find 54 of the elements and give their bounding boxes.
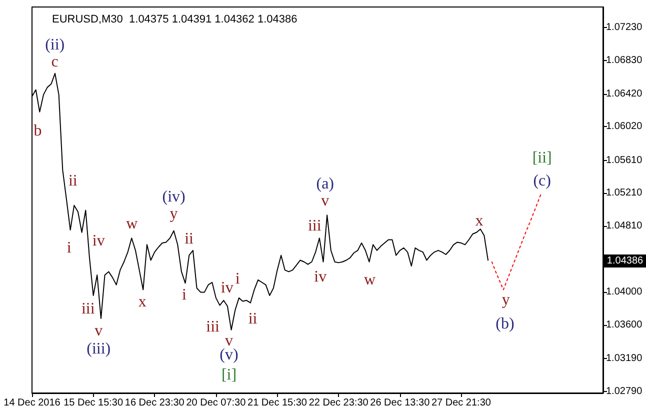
text: 1.04386 (606, 256, 644, 266)
y-tick-label: 1.06420 (606, 88, 643, 100)
annotation: x (475, 212, 484, 230)
annotation: (ii) (45, 36, 65, 54)
annotation: ii (248, 310, 258, 328)
annotation: (c) (533, 172, 551, 190)
y-tick-label: 1.06830 (606, 54, 643, 66)
x-tick-label: 14 Dec 2016 (4, 398, 61, 408)
annotation: [i] (221, 366, 237, 384)
annotation: iv (92, 232, 105, 250)
y-tick-label: 1.05210 (606, 188, 643, 199)
annotation: iii (308, 218, 322, 234)
annotation: i (182, 286, 188, 304)
y-tick-label: 1.02790 (606, 386, 643, 397)
annotation: (b) (496, 316, 514, 332)
y-tick-label: 1.05610 (606, 154, 643, 166)
x-tick-label: 16 Dec 23:30 (124, 398, 185, 408)
annotation: iv (314, 268, 327, 286)
annotation: c (51, 54, 58, 70)
x-tick-label: 20 Dec 07:30 (186, 398, 246, 408)
annotation: (iii) (86, 340, 111, 358)
annotation: y (170, 206, 178, 222)
x-tick-label: 26 Dec 13:30 (370, 398, 430, 408)
y-tick-label: 1.06020 (606, 121, 643, 132)
annotation: b (34, 122, 42, 140)
y-tick-label: 1.04000 (606, 286, 643, 298)
annotation: v (94, 322, 103, 340)
x-tick-label: 21 Dec 15:30 (248, 398, 308, 408)
y-tick-label: 1.04810 (606, 220, 643, 232)
annotation: v (321, 192, 330, 210)
x-tick-label: 27 Dec 21:30 (431, 398, 492, 408)
text: EURUSD,M30 1.04375 1.04391 1.04362 1.04386 (52, 14, 298, 26)
annotation: i (235, 270, 240, 288)
annotation: iii (206, 318, 220, 336)
annotation: x (138, 294, 146, 310)
annotation: ii (68, 172, 78, 190)
annotation: w (364, 272, 376, 288)
annotation: ii (184, 230, 194, 248)
annotation: iv (220, 280, 234, 296)
annotation: y (502, 292, 510, 308)
annotation: [ii] (532, 150, 552, 166)
line-series (491, 192, 542, 290)
annotation: (a) (316, 176, 334, 192)
annotation: i (66, 240, 72, 256)
annotation: v (224, 332, 233, 350)
x-tick-label: 15 Dec 15:30 (64, 398, 124, 408)
annotation: iii (81, 300, 96, 318)
annotation: (iv) (162, 188, 186, 206)
y-tick-label: 1.03190 (606, 353, 643, 364)
y-tick-label: 1.03600 (606, 319, 643, 330)
annotation: (v) (220, 346, 238, 364)
x-tick-label: 22 Dec 23:30 (308, 398, 369, 408)
y-tick-label: 1.07230 (606, 22, 643, 33)
annotation: w (126, 216, 138, 232)
